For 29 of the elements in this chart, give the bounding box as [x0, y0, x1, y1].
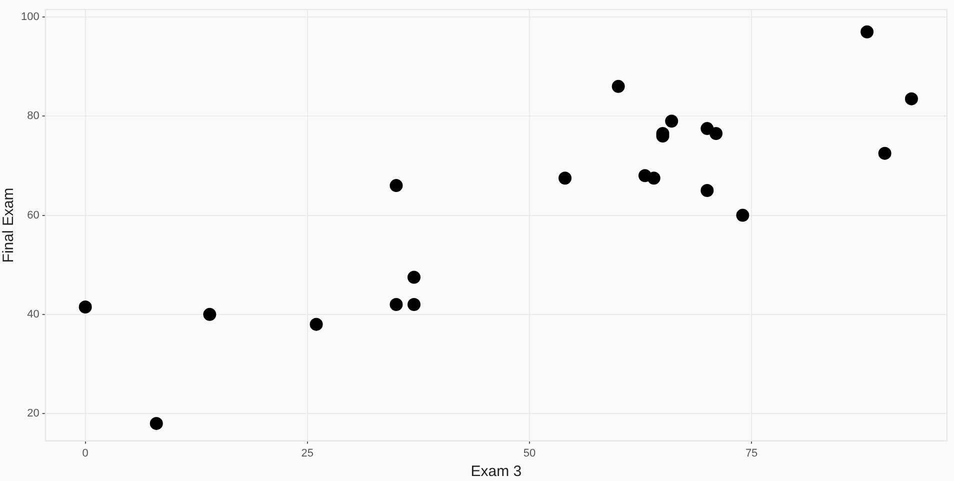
point [408, 270, 421, 284]
point [78, 300, 92, 314]
y-tick-label: 40 [27, 308, 40, 320]
x-tick-label: 25 [301, 447, 314, 460]
x-axis-title: Exam 3 [470, 463, 522, 480]
x-tick-label: 75 [745, 447, 758, 460]
y-tick-label: 80 [27, 110, 40, 122]
point [390, 179, 403, 192]
point [710, 127, 723, 140]
x-tick-label: 50 [523, 447, 536, 460]
point [612, 80, 625, 93]
x-tick-label: 0 [82, 447, 88, 460]
point [310, 318, 323, 331]
point [408, 298, 421, 311]
y-tick-label: 60 [27, 209, 40, 222]
point [647, 172, 660, 185]
point [700, 184, 714, 198]
point [150, 416, 163, 430]
point [860, 25, 874, 38]
point [390, 298, 403, 311]
point [558, 172, 572, 185]
y-tick-label: 20 [27, 408, 40, 420]
y-tick-label: 100 [20, 11, 40, 24]
point [203, 308, 216, 321]
point [665, 114, 678, 128]
point [736, 208, 750, 222]
point [904, 92, 918, 106]
point [878, 146, 892, 160]
y-axis-title: Final Exam [0, 188, 18, 263]
